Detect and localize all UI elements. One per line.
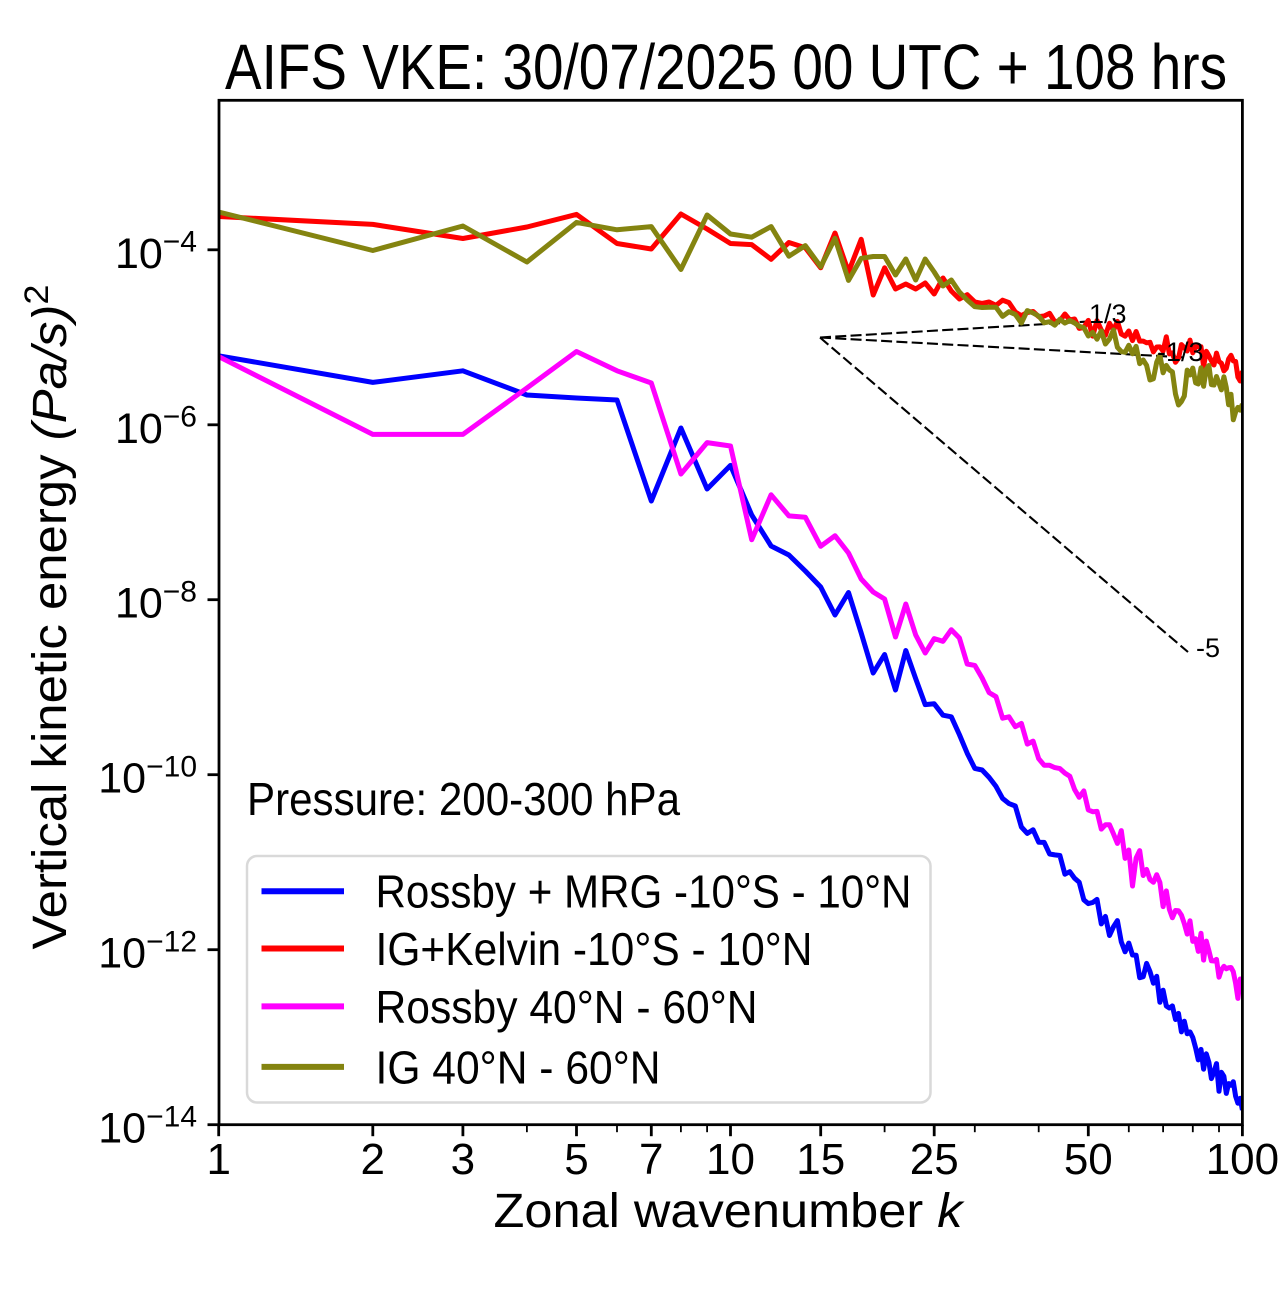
svg-text:AIFS VKE: 30/07/2025 00 UTC +: AIFS VKE: 30/07/2025 00 UTC + 108 hrs xyxy=(225,31,1227,103)
svg-text:15: 15 xyxy=(796,1135,845,1184)
svg-text:-5: -5 xyxy=(1196,633,1220,663)
svg-text:50: 50 xyxy=(1064,1135,1113,1184)
svg-text:100: 100 xyxy=(1206,1135,1279,1184)
svg-text:3: 3 xyxy=(451,1135,475,1184)
svg-text:Zonal wavenumber k: Zonal wavenumber k xyxy=(494,1185,966,1238)
svg-text:5: 5 xyxy=(564,1135,588,1184)
svg-text:IG 40°N - 60°N: IG 40°N - 60°N xyxy=(376,1041,661,1093)
svg-text:25: 25 xyxy=(910,1135,959,1184)
svg-text:2: 2 xyxy=(361,1135,385,1184)
svg-text:7: 7 xyxy=(639,1135,663,1184)
svg-text:Pressure: 200-300 hPa: Pressure: 200-300 hPa xyxy=(247,773,680,825)
svg-text:1: 1 xyxy=(206,1135,230,1184)
svg-text:Vertical kinetic energy (Pa/s): Vertical kinetic energy (Pa/s)2 xyxy=(18,285,77,950)
svg-text:Rossby 40°N - 60°N: Rossby 40°N - 60°N xyxy=(376,981,758,1033)
svg-text:10: 10 xyxy=(706,1135,755,1184)
svg-text:1/3: 1/3 xyxy=(1089,299,1127,329)
svg-text:Rossby + MRG -10°S - 10°N: Rossby + MRG -10°S - 10°N xyxy=(376,866,912,918)
svg-text:-1/3: -1/3 xyxy=(1157,337,1204,367)
svg-text:IG+Kelvin -10°S - 10°N: IG+Kelvin -10°S - 10°N xyxy=(376,923,813,975)
